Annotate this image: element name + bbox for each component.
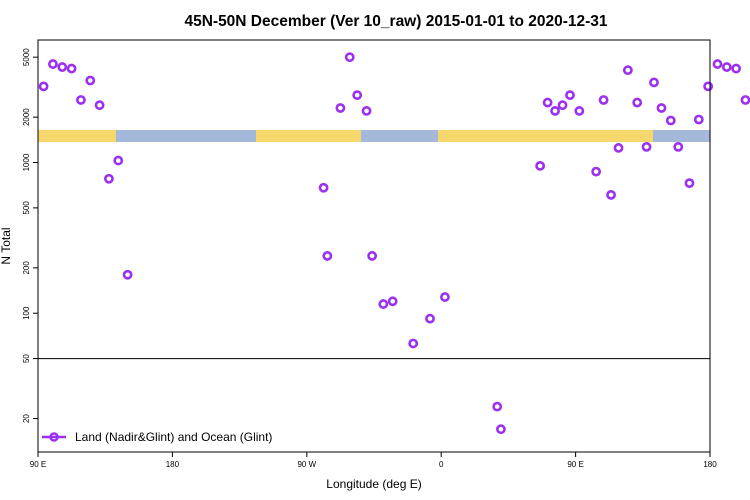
data-point [740, 95, 750, 105]
data-point [48, 59, 58, 69]
data-point [703, 81, 714, 92]
data-point [574, 106, 585, 116]
data-point [38, 81, 49, 92]
y-tick-label: 50 [22, 354, 31, 363]
y-tick-label: 5000 [22, 48, 31, 66]
data-point [85, 75, 96, 86]
data-point [318, 182, 329, 193]
data-point [557, 100, 568, 111]
data-point [57, 62, 68, 72]
data-point [613, 143, 624, 153]
x-tick-label: 180 [166, 460, 180, 469]
data-point [684, 178, 695, 189]
legend-label: Land (Nadir&Glint) and Ocean (Glint) [75, 430, 272, 444]
y-tick-label: 500 [22, 201, 31, 215]
y-axis-label: N Total [0, 227, 13, 264]
data-point [76, 95, 86, 105]
x-tick-label: 90 E [30, 460, 46, 469]
land-ocean-strip [38, 130, 710, 142]
data-point [641, 141, 652, 152]
y-tick-label: 1000 [22, 153, 31, 171]
data-point [367, 251, 378, 261]
data-point [535, 160, 546, 171]
data-point [492, 401, 503, 412]
data-point [425, 313, 435, 324]
data-point [693, 114, 704, 125]
x-tick-label: 180 [703, 460, 717, 469]
data-point [721, 62, 732, 72]
data-point [378, 299, 389, 309]
data-point [656, 103, 667, 113]
y-tick-label: 20 [22, 414, 31, 423]
data-point [104, 173, 114, 184]
legend-marker-symbol [49, 432, 59, 442]
y-tick-label: 200 [22, 261, 31, 275]
y-tick-label: 2000 [22, 108, 31, 126]
x-tick-label: 0 [439, 460, 444, 469]
chart-title: 45N-50N December (Ver 10_raw) 2015-01-01… [184, 13, 607, 30]
land-segment-eurasia [38, 130, 116, 142]
y-ticks: 20 50 100 200 500 1000 2000 5000 [22, 48, 38, 423]
data-point [622, 65, 633, 76]
data-point [66, 63, 77, 74]
points-group [38, 52, 750, 435]
data-point [712, 59, 723, 69]
land-segment-europe-asia [438, 130, 653, 142]
x-ticks: 90 E 180 90 W 0 90 E 180 [30, 452, 717, 469]
data-point [565, 90, 575, 101]
data-point [361, 106, 372, 116]
land-segment-north-america [256, 130, 361, 142]
legend: Land (Nadir&Glint) and Ocean (Glint) [42, 430, 272, 444]
data-point [550, 106, 560, 116]
plot-frame [37, 39, 711, 453]
data-point [344, 52, 355, 63]
data-point [591, 166, 602, 177]
data-point [408, 338, 419, 349]
data-point [94, 100, 105, 111]
data-point [122, 269, 133, 280]
data-point [322, 251, 333, 261]
x-axis-label: Longitude (deg E) [326, 477, 421, 491]
x-tick-label: 90 E [567, 460, 583, 469]
data-point [606, 189, 616, 200]
data-point [649, 77, 659, 88]
x-tick-label: 90 W [297, 460, 316, 469]
data-point [113, 155, 124, 166]
data-point [352, 90, 363, 101]
data-point [387, 296, 398, 307]
data-point [731, 63, 742, 74]
data-point [632, 97, 643, 108]
data-point [665, 115, 676, 126]
data-point [440, 292, 450, 302]
data-point [335, 103, 346, 113]
data-point [496, 424, 506, 435]
data-point [598, 95, 609, 105]
data-point [673, 141, 684, 152]
y-tick-label: 100 [22, 306, 31, 320]
data-point [542, 97, 553, 108]
